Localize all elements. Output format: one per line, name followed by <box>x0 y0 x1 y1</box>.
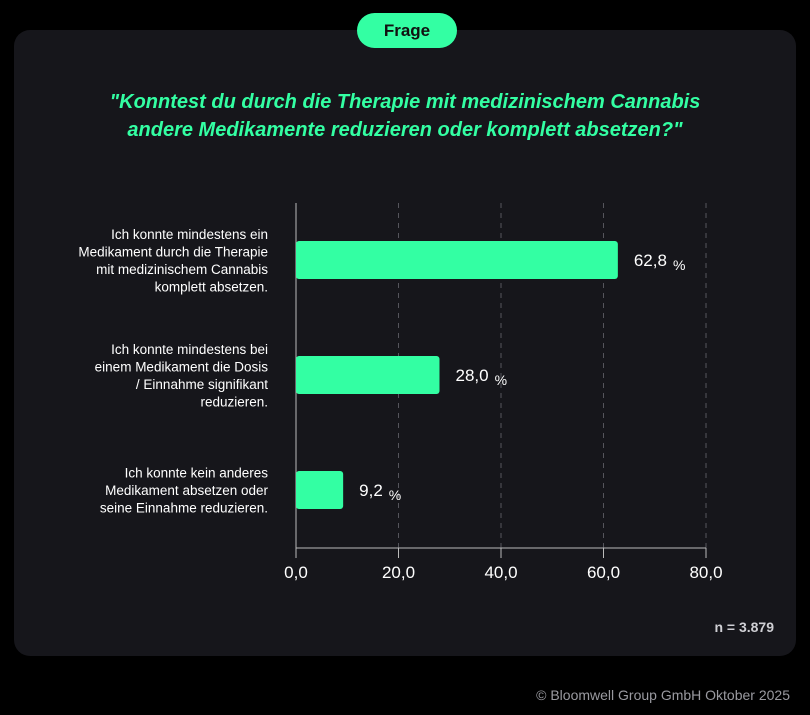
bar <box>296 356 440 394</box>
category-label: / Einnahme signifikant <box>136 377 268 392</box>
category-label: seine Einnahme reduzieren. <box>100 501 268 516</box>
copyright: © Bloomwell Group GmbH Oktober 2025 <box>536 687 790 703</box>
question-title: "Konntest du durch die Therapie mit medi… <box>40 88 770 144</box>
category-label: reduzieren. <box>200 394 268 409</box>
bar <box>296 471 344 509</box>
x-tick-label: 60,0 <box>587 563 620 582</box>
bar <box>296 241 618 279</box>
chart-card <box>14 30 796 656</box>
value-unit: % <box>389 487 401 503</box>
value-unit: % <box>673 257 685 273</box>
x-tick-label: 80,0 <box>689 563 722 582</box>
value-label: 9,2% <box>359 481 401 503</box>
category-label: mit medizinischem Cannabis <box>96 262 268 277</box>
category-label: Ich konnte kein anderes <box>125 466 269 481</box>
category-label: Ich konnte mindestens bei <box>111 342 268 357</box>
category-label: Medikament durch die Therapie <box>78 244 268 259</box>
value-label: 62,8% <box>634 251 686 273</box>
value-label: 28,0% <box>456 366 508 388</box>
x-tick-label: 0,0 <box>284 563 308 582</box>
title-line-2: andere Medikamente reduzieren oder kompl… <box>127 119 683 141</box>
category-label: Medikament absetzen oder <box>105 483 268 498</box>
category-label: einem Medikament die Dosis <box>95 359 269 374</box>
title-line-1: "Konntest du durch die Therapie mit medi… <box>109 91 701 113</box>
value-unit: % <box>495 372 507 388</box>
category-label: Ich konnte mindestens ein <box>111 227 268 242</box>
x-tick-label: 20,0 <box>382 563 415 582</box>
question-badge: Frage <box>357 13 457 48</box>
sample-size: n = 3.879 <box>714 619 774 635</box>
category-label: komplett absetzen. <box>155 279 268 294</box>
x-tick-label: 40,0 <box>484 563 517 582</box>
